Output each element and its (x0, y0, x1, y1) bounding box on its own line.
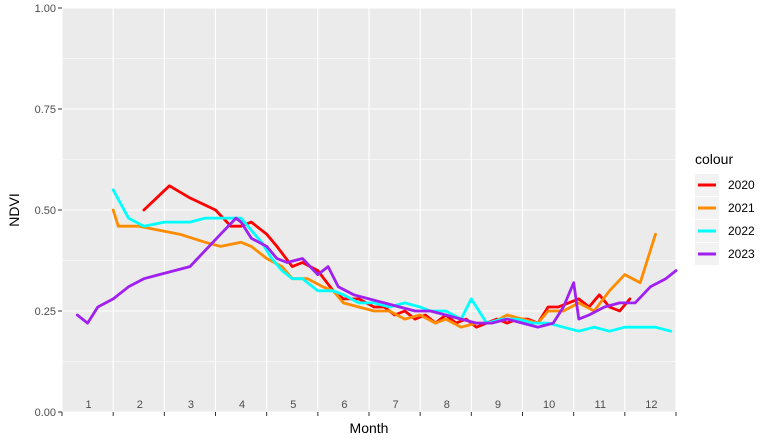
legend-label: 2021 (728, 201, 755, 215)
legend-item-2020: 2020 (695, 174, 755, 196)
y-axis-title: NDVI (6, 193, 22, 226)
x-tick-label: 7 (393, 399, 399, 411)
grid-major (61, 7, 677, 413)
x-tick-label: 12 (645, 399, 657, 411)
x-axis-ticks (61, 412, 677, 416)
x-tick-label: 11 (595, 399, 606, 411)
x-tick-label: 8 (444, 399, 450, 411)
legend-label: 2020 (728, 178, 755, 192)
legend-title: colour (695, 151, 733, 167)
x-axis-tick-labels: 1 2 3 4 5 6 7 8 9 10 11 12 (86, 399, 658, 411)
legend-item-2021: 2021 (695, 197, 755, 219)
series-line-2021 (111, 208, 657, 329)
legend-item-2023: 2023 (695, 243, 755, 265)
series-line-2020 (142, 184, 632, 329)
x-tick-label: 3 (188, 399, 194, 411)
y-tick-label: 0.25 (35, 306, 56, 318)
legend-label: 2023 (728, 247, 755, 261)
x-tick-label: 1 (86, 399, 92, 411)
series-line-2022 (111, 188, 673, 333)
x-tick-label: 2 (137, 399, 143, 411)
x-tick-label: 6 (341, 399, 347, 411)
x-tick-label: 4 (239, 399, 245, 411)
x-axis-title: Month (350, 420, 389, 436)
series-lines (75, 184, 678, 333)
legend: colour 2020 2021 2022 2023 (695, 151, 755, 265)
legend-label: 2022 (728, 224, 755, 238)
y-axis-ticks (58, 7, 62, 413)
y-tick-label: 0.75 (35, 104, 56, 116)
x-tick-label: 9 (495, 399, 501, 411)
x-tick-label: 5 (290, 399, 296, 411)
y-axis-tick-labels: 0.00 0.25 0.50 0.75 1.00 (35, 3, 56, 419)
x-tick-label: 10 (543, 399, 555, 411)
y-tick-label: 1.00 (35, 3, 56, 15)
series-line-2023 (75, 216, 678, 329)
y-tick-label: 0.00 (35, 407, 56, 419)
legend-item-2022: 2022 (695, 220, 755, 242)
y-tick-label: 0.50 (35, 205, 56, 217)
